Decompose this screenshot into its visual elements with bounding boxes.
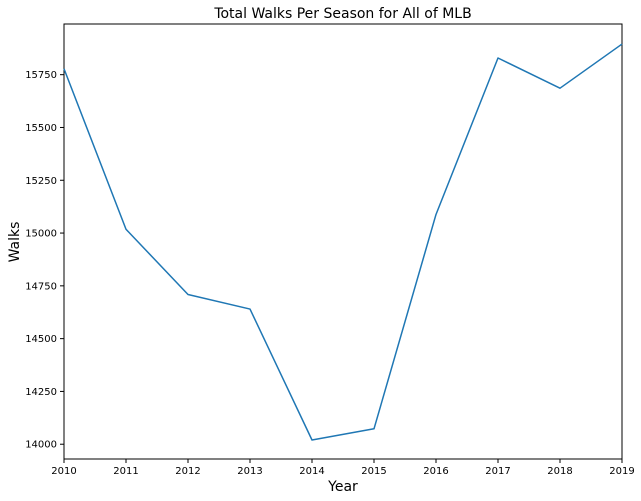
y-tick-label: 15250	[25, 176, 57, 187]
x-tick-label: 2019	[609, 466, 634, 477]
y-tick-label: 15000	[25, 229, 57, 240]
axes-frame	[63, 23, 623, 460]
y-tick-label: 14000	[25, 440, 57, 451]
y-tick-label: 15500	[25, 123, 57, 134]
x-tick-label: 2018	[547, 466, 572, 477]
x-tick-label: 2011	[113, 466, 138, 477]
y-axis-label: Walks	[7, 222, 23, 263]
y-tick-label: 14750	[25, 281, 57, 292]
x-tick-label: 2013	[237, 466, 262, 477]
y-tick-label: 14250	[25, 387, 57, 398]
series-line	[63, 43, 623, 441]
plot-area: 2010 2011 2012 2013 2014 2015 2016 2017 2018 2019…	[25, 23, 635, 477]
x-tick-label: 2017	[485, 466, 510, 477]
chart-title: Total Walks Per Season for All of MLB	[213, 6, 471, 22]
x-axis-label: Year	[327, 479, 358, 495]
x-tick-label: 2015	[361, 466, 386, 477]
x-tick-label: 2010	[51, 466, 76, 477]
y-tick-label: 15750	[25, 70, 57, 81]
x-tick-label: 2016	[423, 466, 448, 477]
y-tick-label: 14500	[25, 334, 57, 345]
x-tick-label: 2014	[299, 466, 324, 477]
x-tick-label: 2012	[175, 466, 200, 477]
